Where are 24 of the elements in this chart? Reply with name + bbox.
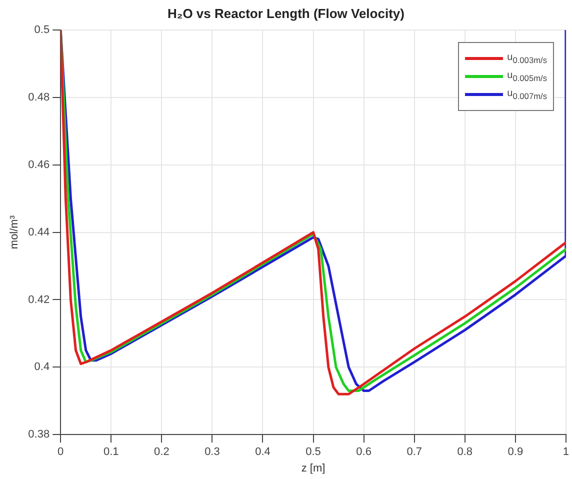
y-tick-label: 0.48 <box>28 91 50 104</box>
chart-title: H₂O vs Reactor Length (Flow Velocity) <box>166 6 406 21</box>
x-tick-label: 0.6 <box>356 446 372 458</box>
y-tick-label: 0.4 <box>34 361 50 374</box>
y-axis-title: mol/m³ <box>8 215 21 250</box>
y-tick-label: 0.5 <box>34 24 50 36</box>
legend-label: u$_{0.005m/s}$ <box>507 70 547 83</box>
y-tick-label: 0.46 <box>28 158 50 171</box>
x-tick-label: 0.1 <box>103 446 119 458</box>
x-tick-label: 0.7 <box>406 446 422 458</box>
x-axis-title: z [m] <box>301 462 326 474</box>
x-tick-label: 0.2 <box>154 446 170 458</box>
legend-label: u$_{0.007m/s}$ <box>507 88 547 101</box>
x-tick-label: 0.8 <box>457 446 473 458</box>
y-tick-label: 0.38 <box>28 428 50 441</box>
x-tick-label: 0.5 <box>306 446 321 458</box>
legend-label: u$_{0.003m/s}$ <box>507 52 547 65</box>
y-tick-label: 0.42 <box>28 294 50 306</box>
x-tick-label: 0.9 <box>508 446 524 458</box>
y-tick-label: 0.44 <box>28 226 50 238</box>
x-tick-label: 0.4 <box>255 446 270 458</box>
x-tick-label: 0 <box>58 446 64 458</box>
x-tick-label: 1 <box>562 446 570 458</box>
x-tick-label: 0.3 <box>204 446 220 458</box>
